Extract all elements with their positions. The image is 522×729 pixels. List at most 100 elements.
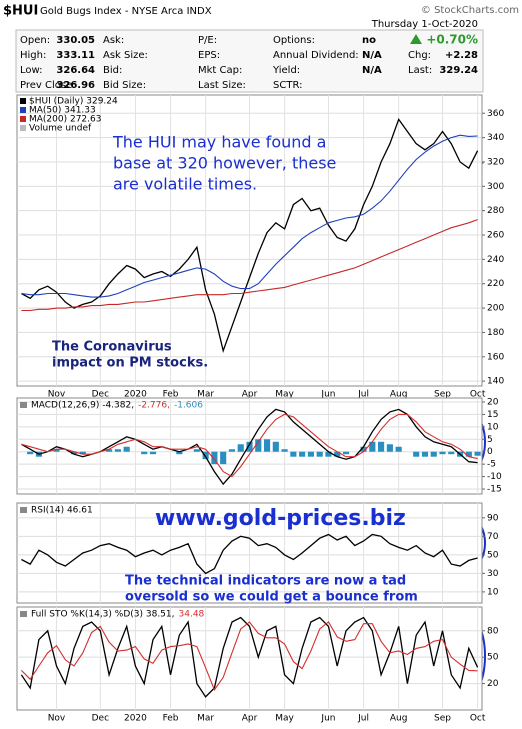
histogram-bar	[149, 451, 157, 455]
histogram-bar	[325, 451, 332, 457]
histogram-bar	[114, 449, 121, 452]
histogram-bar	[307, 451, 314, 457]
legend-swatch	[20, 98, 26, 104]
x-tick-label: Jul	[357, 714, 369, 724]
quote-label: Low:	[20, 65, 43, 76]
quote-label: Last:	[408, 65, 432, 76]
x-tick-label: Mar	[197, 714, 214, 724]
x-tick-label: Apr	[242, 390, 258, 400]
histogram-bar	[378, 441, 385, 452]
y-tick-label: 90	[487, 513, 499, 523]
symbol: $HUI	[3, 4, 38, 19]
annotation: oversold so we could get a bounce from	[125, 590, 418, 605]
y-tick-label: -10	[487, 472, 502, 482]
legend-swatch	[20, 125, 26, 131]
annotation: are volatile times.	[113, 175, 257, 194]
quote-label: Ask:	[103, 35, 124, 46]
y-tick-label: 50	[487, 550, 499, 560]
quote-table: Open: 330.05 Ask: P/E: Options: no +0.70% High:…	[20, 33, 478, 92]
legend-entry: Full STO %K(14,3) %D(3) 38.51,	[31, 610, 175, 620]
y-tick-label: 300	[487, 182, 504, 192]
quote-label: Open:	[20, 35, 50, 46]
quote-label: Mkt Cap:	[198, 65, 242, 76]
x-tick-label: Aug	[390, 390, 408, 400]
y-tick-label: 30	[487, 569, 499, 579]
histogram-bar	[281, 449, 288, 452]
histogram-bar	[474, 451, 481, 456]
y-tick-label: 50	[487, 653, 499, 663]
annotation: The HUI may have found a	[112, 133, 326, 152]
x-tick-label: Nov	[48, 714, 66, 724]
annotation: The Coronavirus	[52, 340, 172, 355]
legend-entry: $HUI (Daily) 329.24	[29, 97, 118, 107]
quote-label: Yield:	[272, 65, 300, 76]
series-line	[21, 621, 478, 691]
quote-label: P/E:	[198, 35, 217, 46]
legend-entry: Volume undef	[29, 124, 92, 134]
quote-label: Bid Size:	[103, 80, 146, 91]
x-tick-label: Oct	[470, 390, 486, 400]
quote-value: N/A	[362, 65, 382, 76]
legend-entry: MA(50) 341.33	[29, 106, 96, 116]
histogram-bar	[220, 451, 227, 465]
quote-value: +0.70%	[426, 33, 478, 47]
y-tick-label: 320	[487, 157, 504, 167]
legend-entry: -2.776,	[138, 401, 170, 411]
y-tick-label: 5	[487, 435, 493, 445]
quote-label: Options:	[273, 35, 315, 46]
x-tick-label: Dec	[92, 714, 109, 724]
y-tick-label: 220	[487, 279, 504, 289]
x-tick-label: 2020	[124, 390, 147, 400]
x-tick-label: Jul	[357, 390, 369, 400]
quote-value: no	[362, 35, 376, 46]
series-line	[21, 219, 478, 312]
y-tick-label: 10	[487, 587, 499, 597]
quote-label: Prev Close:	[20, 80, 76, 91]
y-tick-label: 0	[487, 447, 493, 457]
quote-label: Chg:	[408, 50, 431, 61]
quote-label: Bid:	[103, 65, 122, 76]
histogram-bar	[413, 451, 420, 457]
quote-value: +2.28	[445, 50, 478, 61]
y-tick-label: 160	[487, 352, 504, 362]
legend-swatch	[20, 611, 27, 617]
y-tick-label: 140	[487, 377, 504, 387]
quote-label: Last Size:	[198, 80, 246, 91]
histogram-bar	[123, 446, 130, 452]
x-tick-label: Oct	[470, 714, 486, 724]
histogram-bar	[106, 449, 113, 452]
histogram-bar	[290, 451, 297, 457]
histogram-bar	[342, 451, 350, 455]
histogram-bar	[421, 451, 429, 457]
x-tick-label: Jun	[320, 390, 335, 400]
quote-value: 330.05	[56, 35, 95, 46]
y-tick-label: 180	[487, 328, 504, 338]
series-line	[21, 118, 479, 353]
legend-entry: -1.606	[174, 401, 203, 411]
y-tick-label: 15	[487, 410, 498, 420]
histogram-bar	[211, 451, 218, 465]
histogram-bar	[334, 451, 341, 457]
histogram-bar	[255, 439, 262, 452]
annotation: impact on PM stocks.	[52, 356, 208, 371]
x-tick-label: Nov	[48, 390, 66, 400]
legend-entry: 34.48	[179, 610, 205, 620]
quote-label: Annual Dividend:	[273, 50, 359, 61]
legend-entry: MA(200) 272.63	[29, 115, 101, 125]
histogram-bar	[299, 451, 306, 457]
y-tick-label: 10	[487, 422, 499, 432]
y-tick-label: 200	[487, 304, 504, 314]
annotation: base at 320 however, these	[113, 154, 336, 173]
x-tick-label: Jun	[320, 714, 335, 724]
quote-label: EPS:	[198, 50, 220, 61]
series-line	[21, 533, 478, 575]
histogram-bar	[272, 441, 279, 452]
histogram-bar	[439, 451, 446, 455]
copyright: © StockCharts.com	[421, 5, 519, 16]
histogram-bar	[228, 449, 236, 452]
histogram-bar	[395, 446, 402, 452]
x-tick-label: Sep	[434, 714, 451, 724]
y-tick-label: 70	[487, 532, 499, 542]
y-tick-label: -15	[487, 485, 502, 495]
